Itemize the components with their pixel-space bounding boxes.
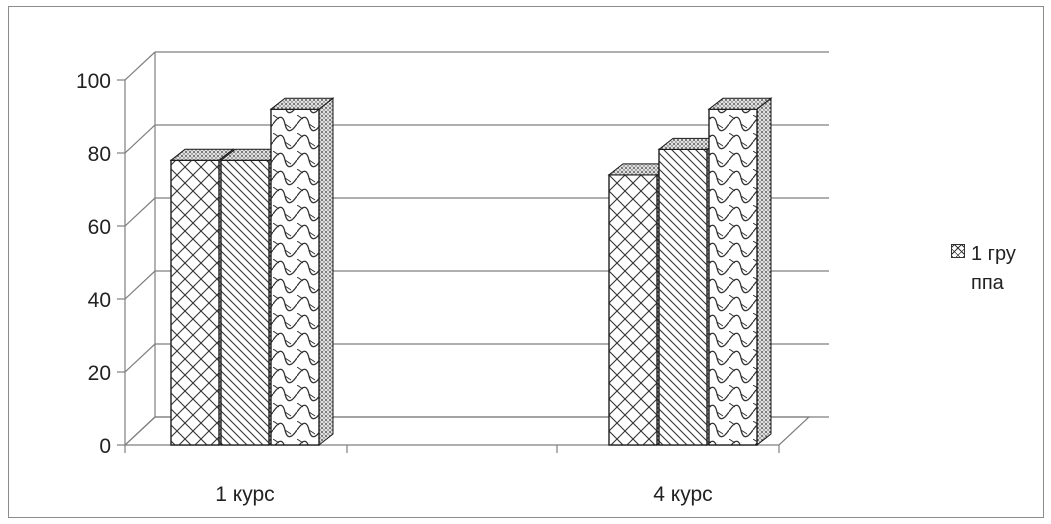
bar (658, 148, 708, 446)
gridline-side (124, 124, 156, 154)
gridline-side (124, 270, 156, 300)
gridline-side (124, 197, 156, 227)
labels: 0 20 40 60 80 100 1 курс 4 курс (76, 70, 713, 506)
bar (270, 108, 320, 446)
bar-top (707, 97, 773, 110)
bar-top (169, 148, 235, 161)
floor (123, 416, 811, 446)
x-category-label: 1 курс (215, 483, 274, 506)
bar (170, 159, 220, 446)
gridline-side (124, 51, 156, 81)
y-tick-label: 0 (99, 435, 111, 458)
y-tick-label: 100 (76, 70, 111, 93)
bar-chart-3d: 0 20 40 60 80 100 1 курс 4 курс (76, 51, 829, 506)
x-category-label: 4 курс (653, 483, 712, 506)
axes (117, 52, 811, 453)
bar (608, 174, 658, 446)
gridline-side (124, 343, 156, 373)
chart-frame: 0 20 40 60 80 100 1 курс 4 курс 1 группа (8, 6, 1044, 518)
legend: 1 группа (951, 240, 1031, 298)
bar (708, 108, 758, 446)
bar (220, 159, 270, 446)
bar-side (318, 97, 334, 447)
y-tick-label: 60 (88, 216, 111, 239)
legend-swatch-crosshatch (951, 244, 965, 258)
bar-side (756, 97, 772, 447)
legend-label: 1 группа (971, 243, 1016, 294)
y-tick-label: 80 (88, 143, 111, 166)
y-tick-label: 40 (88, 289, 111, 312)
y-tick-label: 20 (88, 362, 111, 385)
bars (169, 97, 773, 447)
bar-top (269, 97, 335, 110)
